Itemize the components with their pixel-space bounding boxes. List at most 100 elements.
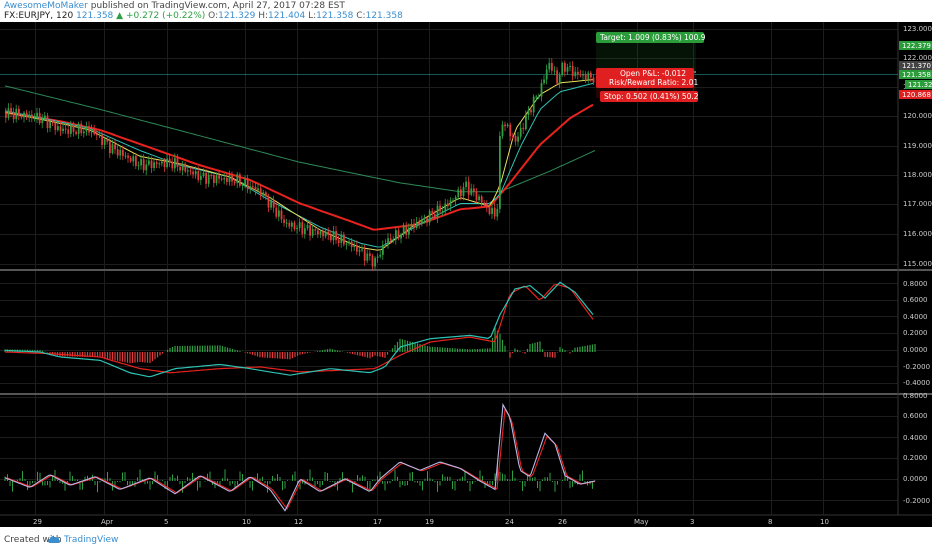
macd-tick: 0.6000 bbox=[903, 296, 928, 304]
author-link[interactable]: AwesomeMoMaker bbox=[4, 1, 88, 11]
candle-body bbox=[436, 205, 439, 219]
candle-body bbox=[90, 129, 93, 133]
footer: Created with TradingView bbox=[0, 530, 932, 550]
position-labels[interactable]: Target: 1.009 (0.83%) 100.9 Open P&L: -0… bbox=[596, 32, 706, 102]
candle-body bbox=[506, 124, 509, 127]
candle-body bbox=[431, 211, 434, 215]
candle-body bbox=[161, 161, 163, 164]
candle-body bbox=[587, 72, 590, 80]
candle-body bbox=[369, 253, 371, 256]
candle-body bbox=[306, 225, 309, 229]
candle-body bbox=[241, 184, 244, 186]
candle-body bbox=[88, 126, 90, 133]
chart-area[interactable]: 123.000 122.000 121.000 120.000 119.000 … bbox=[0, 22, 932, 527]
time-axis[interactable]: 29 Apr 5 10 12 17 19 24 26 May 3 8 10 bbox=[33, 518, 829, 526]
candlesticks bbox=[5, 58, 595, 271]
candle-body bbox=[41, 118, 44, 124]
candle-body bbox=[176, 158, 179, 167]
candle-body bbox=[590, 72, 592, 78]
symbol-label[interactable]: FX:EURJPY, 120 bbox=[4, 11, 74, 21]
macd-signal-line bbox=[4, 283, 594, 374]
candle-body bbox=[361, 249, 363, 251]
candle-body bbox=[582, 74, 584, 76]
time-tick: 17 bbox=[373, 518, 382, 526]
macd-tick: 0.8000 bbox=[903, 280, 928, 288]
candle-body bbox=[363, 249, 366, 261]
candle-body bbox=[421, 219, 423, 224]
target-label-box[interactable] bbox=[596, 32, 704, 43]
oscillator-line bbox=[4, 402, 596, 512]
candle-body bbox=[493, 207, 496, 217]
candle-body bbox=[18, 108, 20, 116]
risk-reward-label: Risk/Reward Ratio: 2.01 bbox=[609, 78, 698, 87]
candle-body bbox=[233, 181, 236, 184]
candle-body bbox=[545, 69, 548, 80]
candle-body bbox=[447, 203, 449, 207]
candle-body bbox=[579, 74, 582, 76]
candle-body bbox=[93, 129, 96, 134]
candle-body bbox=[223, 177, 226, 180]
candle-body bbox=[80, 123, 83, 134]
candle-body bbox=[566, 67, 569, 72]
price-tick: 117.000 bbox=[903, 200, 932, 208]
candle-body bbox=[460, 189, 462, 197]
candle-body bbox=[465, 181, 467, 188]
candle-body bbox=[309, 225, 311, 236]
candle-body bbox=[457, 189, 460, 198]
candle-body bbox=[109, 141, 111, 154]
candle-body bbox=[509, 124, 512, 136]
candle-body bbox=[166, 158, 168, 168]
candle-body bbox=[410, 223, 413, 228]
candle-body bbox=[275, 207, 278, 217]
pnl-label-box[interactable] bbox=[596, 68, 694, 88]
chart-header: AwesomeMoMaker published on TradingView.… bbox=[0, 0, 932, 22]
candle-body bbox=[226, 177, 228, 182]
pane-separator-1[interactable] bbox=[0, 269, 932, 271]
candle-body bbox=[327, 231, 330, 236]
candle-body bbox=[77, 123, 80, 134]
candle-body bbox=[153, 162, 155, 169]
candle-body bbox=[413, 223, 415, 228]
candle-body bbox=[150, 160, 153, 169]
candle-body bbox=[480, 196, 483, 203]
ema-price-tag bbox=[905, 80, 932, 89]
candle-body bbox=[83, 131, 85, 134]
chart-svg[interactable]: 123.000 122.000 121.000 120.000 119.000 … bbox=[0, 22, 932, 527]
pane-separator-2[interactable] bbox=[0, 393, 932, 395]
candle-body bbox=[280, 210, 283, 220]
candle-body bbox=[592, 77, 595, 83]
time-tick: 19 bbox=[425, 518, 434, 526]
candle-body bbox=[345, 243, 348, 245]
price-tick: 122.000 bbox=[903, 54, 932, 62]
candle-body bbox=[462, 187, 465, 197]
candle-body bbox=[470, 188, 473, 195]
oscillator-axis[interactable]: 0.8000 0.6000 0.4000 0.2000 0.0000 -0.20… bbox=[903, 392, 930, 505]
candle-body bbox=[96, 133, 98, 136]
candle-body bbox=[75, 131, 77, 134]
open-pnl-label: Open P&L: -0.012 bbox=[620, 69, 686, 78]
osc-tick: 0.6000 bbox=[903, 412, 928, 420]
candle-body bbox=[527, 109, 530, 116]
candle-body bbox=[36, 112, 38, 119]
candle-body bbox=[267, 196, 270, 208]
candle-body bbox=[51, 121, 54, 123]
candle-body bbox=[135, 156, 137, 166]
candle-body bbox=[439, 205, 441, 212]
candle-body bbox=[444, 203, 447, 211]
candle-body bbox=[288, 222, 291, 227]
osc-tick: 0.4000 bbox=[903, 434, 928, 442]
candle-body bbox=[522, 127, 525, 130]
candle-body bbox=[62, 128, 64, 132]
candle-body bbox=[538, 96, 540, 98]
stop-label-box[interactable] bbox=[600, 91, 698, 102]
osc-tick: 0.2000 bbox=[903, 454, 928, 462]
candle-body bbox=[379, 254, 382, 257]
candle-body bbox=[392, 239, 395, 241]
macd-axis[interactable]: 0.8000 0.6000 0.4000 0.2000 0.0000 -0.20… bbox=[903, 280, 930, 387]
tradingview-link[interactable]: TradingView bbox=[64, 535, 119, 545]
time-tick: May bbox=[634, 518, 648, 526]
candle-body bbox=[358, 250, 361, 252]
target-price-tag bbox=[899, 41, 932, 50]
candle-body bbox=[197, 171, 200, 180]
candle-body bbox=[311, 229, 314, 236]
